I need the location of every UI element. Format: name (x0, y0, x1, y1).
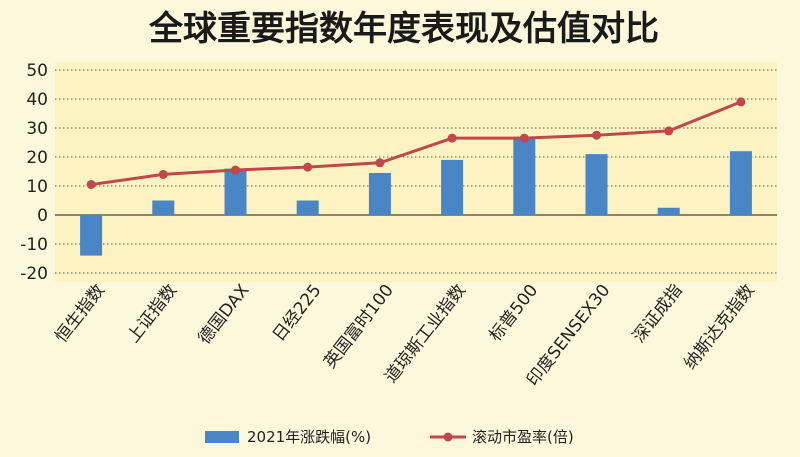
line-point (447, 133, 457, 143)
x-tick-label: 深证成指 (629, 281, 687, 347)
bar (513, 136, 536, 215)
x-tick-label: 纳斯达克指数 (680, 281, 759, 374)
y-tick-label: 40 (26, 90, 48, 110)
line-point (519, 133, 529, 143)
line-point (375, 158, 385, 168)
gridlines (55, 69, 777, 274)
bar (729, 151, 752, 215)
y-tick-label: 30 (26, 119, 48, 139)
bar-series (80, 136, 752, 256)
legend-line-label: 滚动市盈率(倍) (472, 428, 574, 446)
line-point (158, 169, 168, 179)
legend: 2021年涨跌幅(%) 滚动市盈率(倍) (205, 428, 574, 446)
line-point (664, 126, 674, 136)
y-axis: 50 40 30 20 10 0 -10 -20 (20, 61, 48, 284)
line-point (592, 130, 601, 140)
line-path (90, 100, 742, 187)
bar (224, 168, 247, 215)
legend-bar-swatch (205, 431, 239, 443)
bar (296, 200, 319, 215)
bar (80, 215, 103, 256)
x-tick-label: 上证指数 (124, 281, 182, 347)
y-tick-label: -20 (20, 264, 48, 284)
bar (152, 200, 175, 215)
y-tick-label: 50 (26, 61, 48, 81)
line-point (86, 180, 96, 190)
line-point (231, 165, 240, 175)
y-tick-label: 0 (37, 206, 48, 226)
line-point (303, 162, 313, 172)
x-tick-label: 恒生指数 (51, 281, 109, 347)
x-tick-label: 标普500 (486, 281, 543, 346)
bar (368, 172, 391, 215)
y-tick-label: 10 (26, 177, 48, 197)
line-point (736, 97, 746, 107)
line-series (86, 97, 746, 190)
legend-line-marker (443, 432, 453, 442)
bar (441, 159, 464, 215)
bar (657, 207, 680, 215)
y-tick-label: 20 (26, 148, 48, 168)
bar (585, 154, 608, 215)
chart-title: 全球重要指数年度表现及估值对比 (148, 9, 659, 49)
legend-bar-label: 2021年涨跌幅(%) (247, 428, 371, 446)
y-tick-label: -10 (20, 235, 48, 255)
x-tick-label: 英国富时100 (320, 281, 398, 372)
x-tick-label: 德国DAX (195, 280, 254, 348)
x-tick-label: 日经225 (269, 281, 326, 346)
